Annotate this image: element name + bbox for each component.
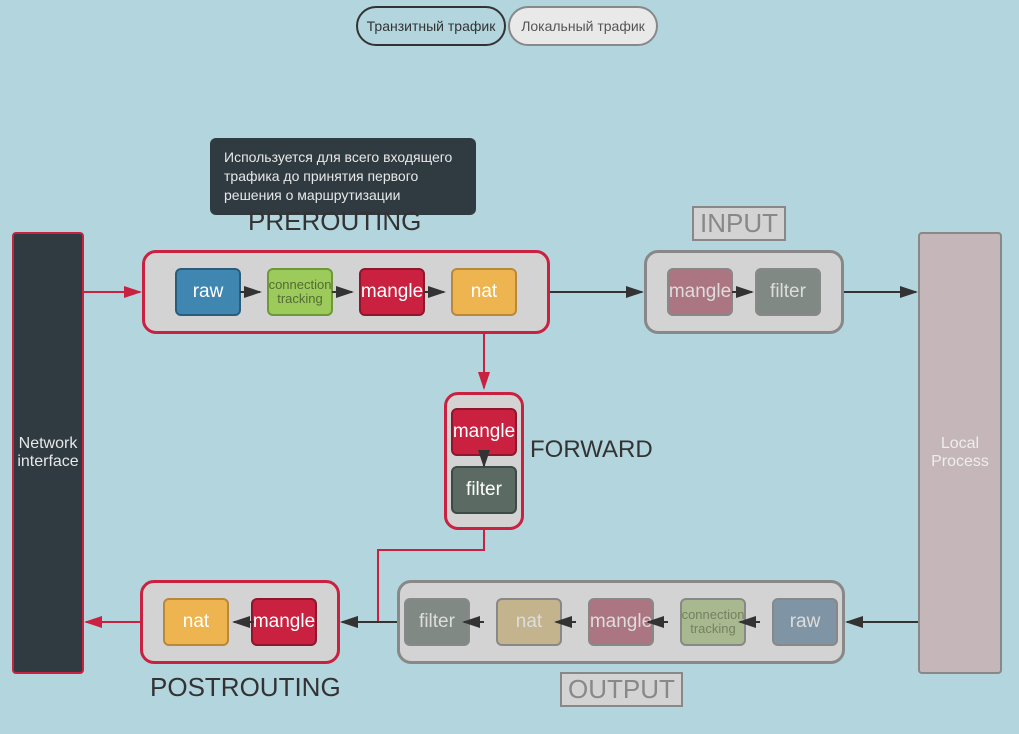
- endpoint-network-interface-text: Network interface: [17, 435, 78, 471]
- chain-input: mangle filter: [644, 250, 844, 334]
- node-output-filter: filter: [404, 598, 470, 646]
- label-output: OUTPUT: [560, 672, 683, 707]
- node-output-nat: nat: [496, 598, 562, 646]
- node-prerouting-conntrack: connection tracking: [267, 268, 333, 316]
- node-output-raw: raw: [772, 598, 838, 646]
- node-forward-mangle: mangle: [451, 408, 517, 456]
- node-input-mangle: mangle: [667, 268, 733, 316]
- chain-postrouting: nat mangle: [140, 580, 340, 664]
- tab-transit-label: Транзитный трафик: [367, 18, 496, 34]
- endpoint-local-process: Local Process: [918, 232, 1002, 674]
- endpoint-local-process-text: Local Process: [931, 435, 989, 471]
- node-output-conntrack: connection tracking: [680, 598, 746, 646]
- tooltip-text: Используется для всего входящего трафика…: [224, 149, 452, 203]
- label-postrouting: POSTROUTING: [150, 672, 341, 703]
- node-postrouting-nat: nat: [163, 598, 229, 646]
- node-postrouting-mangle: mangle: [251, 598, 317, 646]
- node-prerouting-mangle: mangle: [359, 268, 425, 316]
- node-forward-filter: filter: [451, 466, 517, 514]
- label-forward: FORWARD: [530, 436, 653, 464]
- chain-forward: mangle filter: [444, 392, 524, 530]
- node-prerouting-raw: raw: [175, 268, 241, 316]
- tab-local-traffic[interactable]: Локальный трафик: [508, 6, 658, 46]
- label-input: INPUT: [692, 206, 786, 241]
- chain-prerouting: raw connection tracking mangle nat: [142, 250, 550, 334]
- label-prerouting: PREROUTING: [248, 206, 421, 237]
- tooltip-prerouting: Используется для всего входящего трафика…: [210, 138, 476, 215]
- tab-local-label: Локальный трафик: [521, 18, 645, 34]
- chain-output: filter nat mangle connection tracking ra…: [397, 580, 845, 664]
- node-prerouting-nat: nat: [451, 268, 517, 316]
- endpoint-network-interface: Network interface: [12, 232, 84, 674]
- node-output-mangle: mangle: [588, 598, 654, 646]
- tab-transit-traffic[interactable]: Транзитный трафик: [356, 6, 506, 46]
- node-input-filter: filter: [755, 268, 821, 316]
